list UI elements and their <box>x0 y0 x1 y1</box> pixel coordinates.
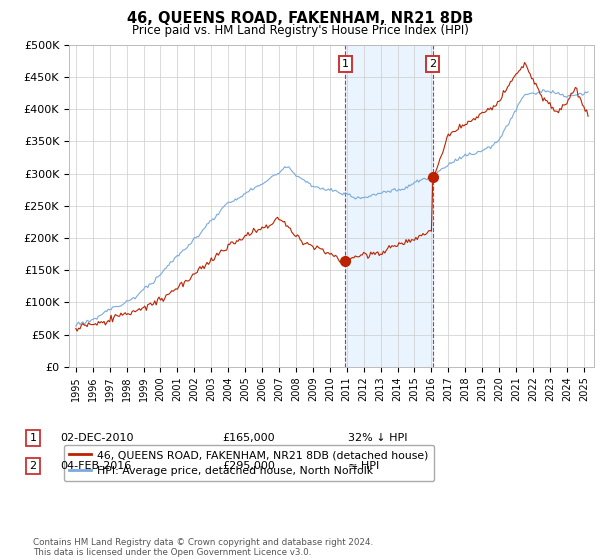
Text: £165,000: £165,000 <box>222 433 275 443</box>
Bar <box>346 45 433 367</box>
Text: 2: 2 <box>429 59 436 69</box>
Text: 1: 1 <box>342 59 349 69</box>
Text: 04-FEB-2016: 04-FEB-2016 <box>60 461 131 471</box>
Text: Price paid vs. HM Land Registry's House Price Index (HPI): Price paid vs. HM Land Registry's House … <box>131 24 469 37</box>
Text: 2: 2 <box>29 461 37 471</box>
Text: Contains HM Land Registry data © Crown copyright and database right 2024.
This d: Contains HM Land Registry data © Crown c… <box>33 538 373 557</box>
Legend: 46, QUEENS ROAD, FAKENHAM, NR21 8DB (detached house), HPI: Average price, detach: 46, QUEENS ROAD, FAKENHAM, NR21 8DB (det… <box>64 445 434 481</box>
Text: £295,000: £295,000 <box>222 461 275 471</box>
Text: 46, QUEENS ROAD, FAKENHAM, NR21 8DB: 46, QUEENS ROAD, FAKENHAM, NR21 8DB <box>127 11 473 26</box>
Text: 1: 1 <box>29 433 37 443</box>
Text: ≈ HPI: ≈ HPI <box>348 461 379 471</box>
Text: 02-DEC-2010: 02-DEC-2010 <box>60 433 133 443</box>
Text: 32% ↓ HPI: 32% ↓ HPI <box>348 433 407 443</box>
